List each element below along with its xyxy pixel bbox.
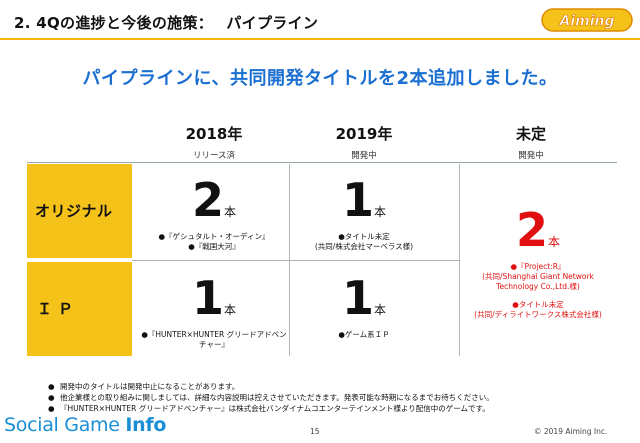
count-unit: 本 bbox=[224, 303, 237, 317]
footnote-text: 『HUNTER×HUNTER グリードアドベンチャー』は株式会社バンダイナムコエ… bbox=[60, 404, 490, 413]
note-line: (共同/Shanghai Giant Network bbox=[482, 272, 594, 281]
footnote-text: 他企業様との取り組みに関しましては、詳細な内容説明は控えさせていただきます。発表… bbox=[60, 393, 494, 402]
cell-ip-2018-count: 1本 bbox=[139, 275, 289, 321]
column-year-undecided: 未定 bbox=[515, 125, 546, 143]
footnote-text: 開発中のタイトルは開発中止になることがあります。 bbox=[60, 382, 240, 391]
page-number: 15 bbox=[310, 427, 320, 436]
social-game-info-watermark: Social Game Info bbox=[4, 414, 166, 436]
grid-column-divider bbox=[289, 164, 290, 356]
cell-original-2018-count: 2本 bbox=[139, 177, 289, 223]
copyright: © 2019 Aiming Inc. bbox=[534, 427, 608, 436]
cell-undecided-count: 2本 bbox=[459, 207, 617, 253]
count-value: 2 bbox=[515, 203, 548, 257]
count-value: 1 bbox=[191, 271, 224, 325]
note-line: ●『戦国大河』 bbox=[188, 242, 240, 251]
note-line: Technology Co.,Ltd.様) bbox=[496, 282, 580, 291]
note-line: チャー』 bbox=[199, 340, 229, 349]
cell-original-2019-notes: ●タイトル未定 (共同/株式会社マーベラス様) bbox=[289, 232, 439, 252]
bullet-icon: ● bbox=[48, 404, 55, 413]
slide-title: 2. 4Qの進捗と今後の施策： パイプライン bbox=[14, 14, 319, 32]
column-status-2018: リリース済 bbox=[192, 151, 236, 161]
count-value: 1 bbox=[341, 271, 374, 325]
count-unit: 本 bbox=[374, 303, 387, 317]
count-value: 2 bbox=[191, 173, 224, 227]
note-line: ●『Project:R』 bbox=[510, 262, 566, 271]
count-unit: 本 bbox=[548, 235, 561, 249]
grid-row-divider bbox=[132, 260, 460, 261]
note-line: ●『HUNTER×HUNTER グリードアドベン bbox=[141, 330, 287, 339]
footnote: ● 他企業様との取り組みに関しましては、詳細な内容説明は控えさせていただきます。発… bbox=[48, 392, 628, 403]
brand-bold: Info bbox=[125, 414, 167, 436]
note-line: (共同/株式会社マーベラス様) bbox=[314, 242, 414, 251]
column-year-2018: 2018年 bbox=[185, 125, 243, 143]
row-label-original-text: オリジナル bbox=[35, 202, 113, 220]
header-divider bbox=[0, 38, 640, 40]
bullet-icon: ● bbox=[48, 382, 55, 391]
note-line: (共同/ディライトワークス株式会社様) bbox=[474, 310, 602, 319]
note-line: ●『ゲシュタルト・オーディン』 bbox=[158, 232, 270, 241]
grid-top-line bbox=[27, 162, 617, 163]
cell-undecided-notes: ●『Project:R』 (共同/Shanghai Giant Network … bbox=[459, 262, 617, 320]
footnote: ● 『HUNTER×HUNTER グリードアドベンチャー』は株式会社バンダイナムコ… bbox=[48, 403, 628, 414]
footnote: ● 開発中のタイトルは開発中止になることがあります。 bbox=[48, 381, 628, 392]
headline: パイプラインに、共同開発タイトルを2本追加しました。 bbox=[82, 68, 558, 89]
cell-original-2019-count: 1本 bbox=[289, 177, 439, 223]
column-status-2019: 開発中 bbox=[351, 151, 377, 161]
cell-original-2018-notes: ●『ゲシュタルト・オーディン』 ●『戦国大河』 bbox=[139, 232, 289, 252]
spacer bbox=[459, 292, 617, 300]
row-label-ip-text: ＩＰ bbox=[37, 300, 80, 318]
count-unit: 本 bbox=[374, 205, 387, 219]
column-status-undecided: 開発中 bbox=[518, 151, 544, 161]
count-value: 1 bbox=[341, 173, 374, 227]
grid-column-divider bbox=[459, 164, 460, 356]
column-year-2019: 2019年 bbox=[335, 125, 393, 143]
bullet-icon: ● bbox=[48, 393, 55, 402]
cell-ip-2019-count: 1本 bbox=[289, 275, 439, 321]
svg-text:Aiming: Aiming bbox=[558, 14, 614, 30]
count-unit: 本 bbox=[224, 205, 237, 219]
row-label-original: オリジナル bbox=[27, 164, 132, 258]
brand-light: Social Game bbox=[4, 414, 126, 436]
footnotes: ● 開発中のタイトルは開発中止になることがあります。 ● 他企業様との取り組みに関し… bbox=[48, 381, 628, 414]
note-line: ●ゲーム系ＩＰ bbox=[338, 330, 390, 339]
aiming-logo: Aiming bbox=[541, 8, 633, 32]
note-line: ●タイトル未定 bbox=[512, 300, 564, 309]
row-label-ip: ＩＰ bbox=[27, 262, 132, 356]
cell-ip-2019-notes: ●ゲーム系ＩＰ bbox=[289, 330, 439, 340]
note-line: ●タイトル未定 bbox=[338, 232, 390, 241]
cell-ip-2018-notes: ●『HUNTER×HUNTER グリードアドベン チャー』 bbox=[134, 330, 294, 350]
